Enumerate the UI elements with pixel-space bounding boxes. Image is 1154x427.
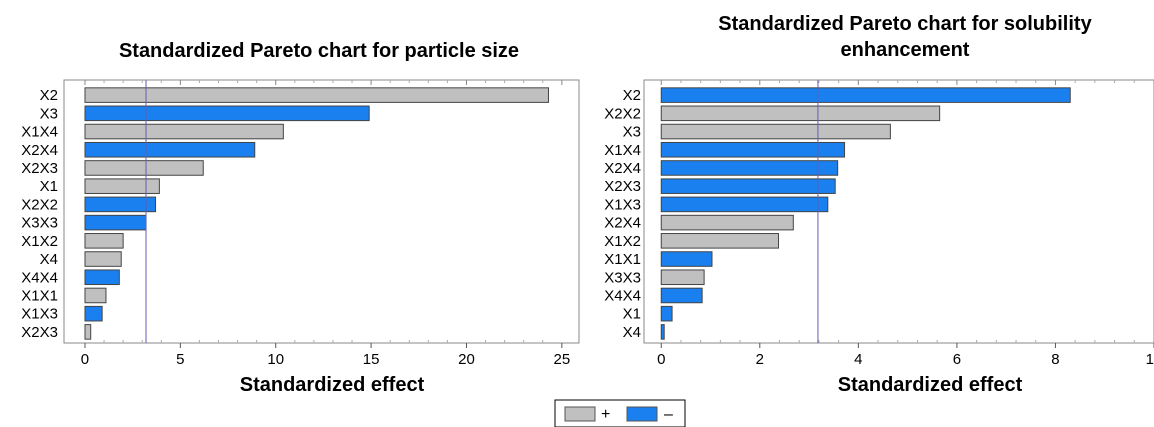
y-tick-label: X4X4: [604, 287, 641, 304]
x-tick-label: 5: [176, 351, 184, 368]
solubility-pareto-chart: Standardized Pareto chart for solubility…: [604, 13, 1154, 396]
x-tick-label: 6: [953, 351, 961, 368]
bar-x1x3: [660, 196, 829, 213]
bar-x2x2: [660, 105, 941, 122]
x-tick-label: 0: [657, 351, 665, 368]
y-tick-label: X1X3: [604, 196, 641, 213]
bar-x2x4: [660, 160, 839, 176]
legend-swatch-positive: [564, 406, 596, 422]
y-tick-label: X3X3: [604, 269, 641, 286]
bar-x1: [84, 178, 160, 194]
y-tick-label: X1: [623, 306, 641, 323]
x-tick-label: 0: [81, 351, 89, 368]
bar-x2x2: [84, 196, 157, 213]
y-tick-label: X2X3: [21, 324, 58, 341]
legend-swatch-negative: [626, 406, 658, 422]
y-tick-label: X1X2: [604, 233, 641, 250]
y-tick-label: X4: [623, 324, 641, 341]
bar-x2x3: [84, 160, 204, 176]
bar-x1: [660, 305, 673, 322]
y-tick-label: X2: [40, 87, 58, 104]
y-tick-label: X2X3: [21, 160, 58, 177]
y-tick-label: X2: [623, 87, 641, 104]
bar-x1x4: [84, 123, 284, 140]
x-tick-label: 10: [267, 351, 284, 368]
bar-x1x1: [84, 287, 107, 304]
y-tick-label: X3: [623, 124, 641, 141]
y-tick-label: X3: [40, 105, 58, 122]
bar-x3: [84, 105, 370, 122]
legend: + –: [554, 399, 686, 427]
y-tick-label: X2X2: [604, 105, 641, 122]
particle-size-pareto-chart: Standardized Pareto chart for particle s…: [21, 40, 580, 396]
x-axis-label: Standardized effect: [838, 374, 1023, 396]
chart-title-line-1: Standardized Pareto chart for solubility: [718, 13, 1092, 35]
x-tick-label: 2: [756, 351, 764, 368]
x-tick-label: 10: [1146, 351, 1154, 368]
y-tick-label: X1X4: [21, 124, 58, 141]
chart-title-line-2: enhancement: [841, 39, 970, 61]
bar-x1x2: [84, 233, 124, 249]
y-tick-label: X2X4: [604, 215, 641, 232]
y-tick-label: X2X3: [604, 178, 641, 195]
bar-x2x3: [84, 324, 92, 340]
x-tick-label: 20: [458, 351, 475, 368]
y-tick-label: X1X4: [604, 142, 641, 159]
y-tick-label: X3X3: [21, 215, 58, 232]
x-tick-label: 4: [854, 351, 862, 368]
bar-x3: [660, 123, 891, 140]
y-tick-label: X2X4: [604, 160, 641, 177]
x-tick-label: 8: [1051, 351, 1059, 368]
bar-x1x4: [660, 141, 846, 158]
y-tick-label: X1: [40, 178, 58, 195]
bar-x4: [84, 251, 122, 267]
y-tick-label: X1X1: [604, 251, 641, 268]
bar-x2: [660, 87, 1071, 103]
x-tick-label: 15: [363, 351, 380, 368]
bar-x3x3: [84, 214, 147, 231]
bar-x3x3: [660, 269, 705, 286]
bar-x4x4: [660, 287, 703, 304]
bar-x2: [84, 87, 549, 103]
bar-x4x4: [84, 269, 120, 286]
y-tick-label: X4X4: [21, 269, 58, 286]
y-tick-label: X2X4: [21, 142, 58, 159]
chart-title: Standardized Pareto chart for particle s…: [119, 40, 519, 62]
x-tick-label: 25: [553, 351, 570, 368]
y-tick-label: X2X2: [21, 196, 58, 213]
legend-label-negative: –: [664, 406, 673, 423]
legend-label-positive: +: [601, 406, 610, 423]
bar-x2x4: [660, 214, 794, 231]
y-tick-label: X1X3: [21, 306, 58, 323]
x-axis-label: Standardized effect: [240, 374, 425, 396]
bar-x1x3: [84, 305, 103, 322]
bar-x1x1: [660, 251, 713, 267]
bar-x1x2: [660, 233, 780, 249]
y-tick-label: X1X1: [21, 287, 58, 304]
bar-x2x4: [84, 141, 256, 158]
y-tick-label: X1X2: [21, 233, 58, 250]
bar-x2x3: [660, 178, 836, 194]
bar-x4: [660, 324, 665, 340]
y-tick-label: X4: [40, 251, 58, 268]
